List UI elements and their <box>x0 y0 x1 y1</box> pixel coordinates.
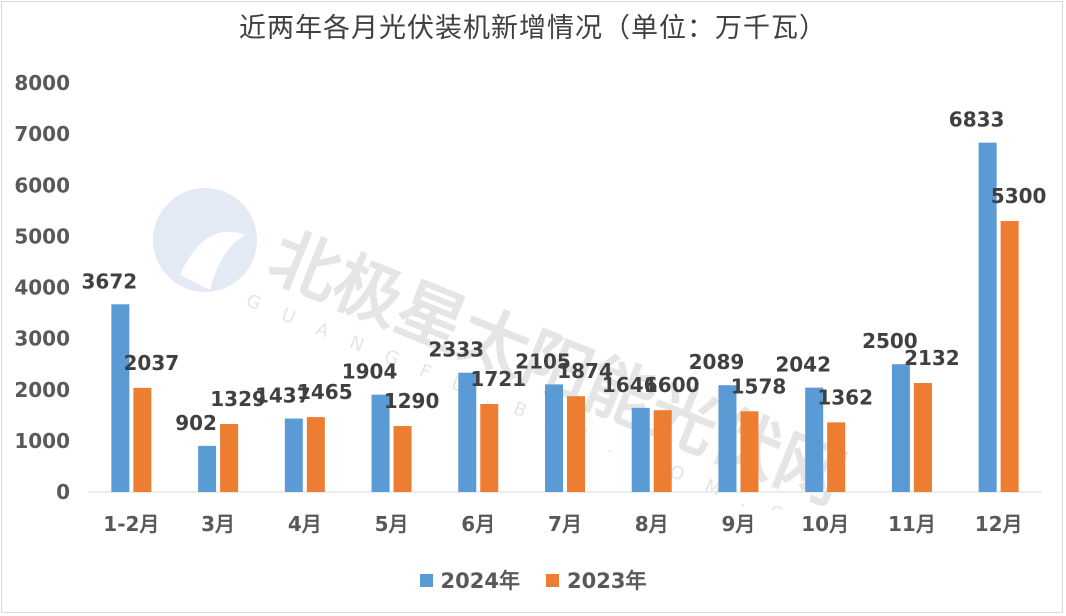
x-tick-label: 9月 <box>721 512 755 536</box>
bar-2023年 <box>653 410 672 492</box>
y-tick-label: 6000 <box>14 173 70 197</box>
data-label-2024年: 6833 <box>949 108 1005 132</box>
bar-2023年 <box>306 417 325 492</box>
bar-2023年 <box>567 396 585 492</box>
data-label-2024年: 2042 <box>775 353 831 377</box>
data-label-2023年: 2037 <box>124 351 180 375</box>
x-tick-label: 11月 <box>888 512 936 536</box>
legend: 2024年 2023年 <box>0 565 1066 595</box>
bar-2024年 <box>371 394 390 492</box>
data-label-2024年: 3672 <box>82 269 138 293</box>
data-label-2023年: 1874 <box>557 359 613 383</box>
data-label-2024年: 1437 <box>255 384 311 408</box>
y-tick-label: 0 <box>56 480 70 504</box>
y-tick-label: 3000 <box>14 327 70 351</box>
legend-label-2024: 2024年 <box>440 569 520 593</box>
bar-2023年 <box>913 383 932 492</box>
legend-label-2023: 2023年 <box>567 569 647 593</box>
x-tick-label: 10月 <box>801 512 849 536</box>
bar-2024年 <box>978 142 997 492</box>
bar-2023年 <box>220 424 239 492</box>
bar-2023年 <box>740 411 759 492</box>
chart-title: 近两年各月光伏装机新增情况（单位：万千瓦） <box>239 13 827 44</box>
bar-2024年 <box>631 407 650 492</box>
x-tick-label: 1-2月 <box>103 512 159 536</box>
bar-2024年 <box>545 384 563 492</box>
bar-2023年 <box>480 404 499 492</box>
y-tick-label: 1000 <box>14 429 70 453</box>
bar-2024年 <box>284 418 303 492</box>
y-tick-label: 5000 <box>14 224 70 248</box>
data-label-2024年: 2089 <box>689 350 745 374</box>
bar-2024年 <box>198 445 217 492</box>
bar-2023年 <box>827 422 846 492</box>
bar-2023年 <box>393 426 412 492</box>
data-label-2023年: 2132 <box>904 346 960 370</box>
legend-item-2023: 2023年 <box>546 565 646 595</box>
data-label-2023年: 1362 <box>817 385 873 409</box>
x-tick-label: 5月 <box>375 512 409 536</box>
data-label-2023年: 5300 <box>991 184 1047 208</box>
data-label-2023年: 1721 <box>470 367 526 391</box>
data-label-2023年: 1329 <box>210 387 266 411</box>
bar-2024年 <box>891 364 910 492</box>
bar-2024年 <box>458 372 477 492</box>
y-tick-label: 8000 <box>14 71 70 95</box>
data-label-2024年: 2500 <box>862 329 918 353</box>
bar-2024年 <box>718 385 737 492</box>
y-tick-label: 2000 <box>14 378 70 402</box>
bar-2024年 <box>111 304 130 492</box>
bar-2024年 <box>805 387 824 492</box>
data-label-2024年: 2333 <box>428 338 484 362</box>
x-tick-label: 8月 <box>635 512 669 536</box>
data-label-2023年: 1578 <box>731 374 787 398</box>
data-label-2024年: 2105 <box>515 349 571 373</box>
y-tick-label: 4000 <box>14 276 70 300</box>
x-tick-label: 3月 <box>201 512 235 536</box>
bar-2023年 <box>1000 221 1019 492</box>
legend-swatch-2023 <box>546 573 559 587</box>
bar-2023年 <box>133 387 152 492</box>
x-tick-label: 12月 <box>975 512 1023 536</box>
x-tick-label: 7月 <box>548 512 582 536</box>
data-label-2024年: 902 <box>175 411 217 435</box>
y-tick-label: 7000 <box>14 122 70 146</box>
data-label-2023年: 1290 <box>384 389 440 413</box>
legend-swatch-2024 <box>419 573 433 587</box>
data-label-2023年: 1465 <box>297 380 353 404</box>
x-tick-label: 4月 <box>288 512 322 536</box>
data-label-2023年: 1600 <box>644 373 700 397</box>
data-label-2024年: 1904 <box>342 360 398 384</box>
legend-item-2024: 2024年 <box>419 565 520 595</box>
x-tick-label: 6月 <box>461 512 495 536</box>
data-label-2024年: 1646 <box>602 373 658 397</box>
